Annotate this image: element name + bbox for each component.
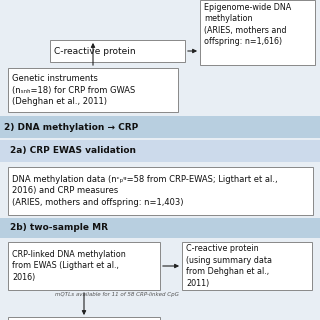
Text: mQTLs available for 11 of 58 CRP-linked CpG: mQTLs available for 11 of 58 CRP-linked … xyxy=(55,292,179,297)
Text: CRP-linked DNA methylation
from EWAS (Ligthart et al.,
2016): CRP-linked DNA methylation from EWAS (Li… xyxy=(12,250,126,282)
Text: DNA methylation data (nᶜₚᵍ=58 from CRP-EWAS; Ligthart et al.,
2016) and CRP meas: DNA methylation data (nᶜₚᵍ=58 from CRP-E… xyxy=(12,175,278,207)
FancyBboxPatch shape xyxy=(0,0,320,135)
Text: 2) DNA methylation → CRP: 2) DNA methylation → CRP xyxy=(4,123,138,132)
FancyBboxPatch shape xyxy=(0,116,320,138)
FancyBboxPatch shape xyxy=(0,218,320,238)
Text: 2b) two-sample MR: 2b) two-sample MR xyxy=(10,223,108,233)
FancyBboxPatch shape xyxy=(182,242,312,290)
FancyBboxPatch shape xyxy=(8,68,178,112)
FancyBboxPatch shape xyxy=(200,0,315,65)
Text: C-reactive protein: C-reactive protein xyxy=(54,46,136,55)
Text: Genetic instruments
(nₛₙₕ=18) for CRP from GWAS
(Dehghan et al., 2011): Genetic instruments (nₛₙₕ=18) for CRP fr… xyxy=(12,74,135,106)
FancyBboxPatch shape xyxy=(8,167,313,215)
Text: C-reactive protein
(using summary data
from Dehghan et al.,
2011): C-reactive protein (using summary data f… xyxy=(186,244,272,288)
FancyBboxPatch shape xyxy=(0,140,320,162)
Text: Epigenome-wide DNA
methylation
(ARIES, mothers and
offspring: n=1,616): Epigenome-wide DNA methylation (ARIES, m… xyxy=(204,3,291,46)
FancyBboxPatch shape xyxy=(8,317,160,320)
Text: 2a) CRP EWAS validation: 2a) CRP EWAS validation xyxy=(10,147,136,156)
FancyBboxPatch shape xyxy=(8,242,160,290)
FancyBboxPatch shape xyxy=(50,40,185,62)
